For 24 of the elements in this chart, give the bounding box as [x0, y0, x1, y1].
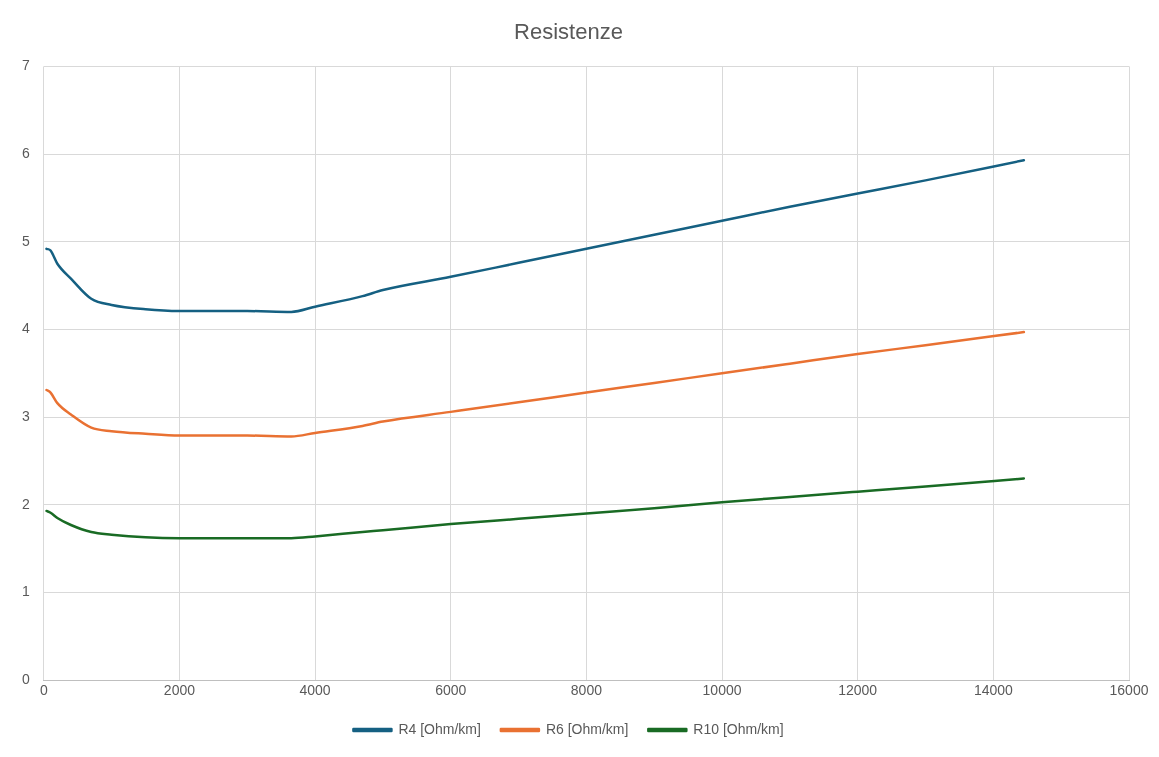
- legend-label: R4 [Ohm/km]: [398, 720, 481, 737]
- line-series: [45, 158, 1026, 314]
- x-tick-label: 0: [39, 682, 48, 699]
- x-tick-label: 8000: [570, 682, 603, 699]
- x-tick-label: 4000: [299, 682, 331, 699]
- legend-label: R10 [Ohm/km]: [693, 720, 784, 737]
- x-tick-label: 14000: [973, 682, 1014, 699]
- x-tick-label: 2000: [163, 682, 196, 699]
- y-tick-label: 5: [21, 232, 30, 249]
- y-tick-label: 2: [21, 495, 30, 512]
- legend-label: R6 [Ohm/km]: [545, 720, 629, 737]
- line-series: [45, 477, 1026, 540]
- chart-title: Resistenze: [514, 19, 623, 45]
- y-tick-label: 0: [21, 671, 30, 688]
- x-tick-label: 10000: [702, 682, 742, 699]
- y-tick-label: 1: [21, 583, 30, 600]
- line-series: [45, 330, 1026, 438]
- y-tick-label: 7: [21, 57, 30, 74]
- x-tick-label: 16000: [1109, 682, 1149, 699]
- y-tick-label: 3: [21, 408, 30, 424]
- y-tick-label: 6: [21, 144, 30, 161]
- x-tick-label: 12000: [838, 682, 878, 699]
- y-tick-label: 4: [21, 320, 30, 337]
- x-tick-label: 6000: [435, 682, 467, 699]
